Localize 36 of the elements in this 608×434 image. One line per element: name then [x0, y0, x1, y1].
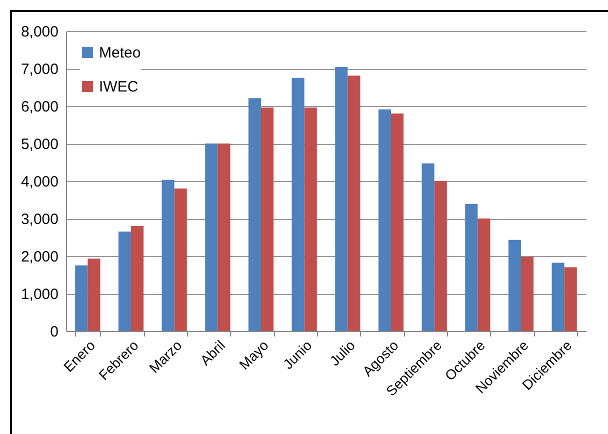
bar: [434, 181, 447, 331]
bar: [205, 144, 218, 331]
y-tick-label: 3,000: [20, 211, 58, 228]
y-tick-label: 1,000: [20, 286, 58, 303]
y-tick-label: 2,000: [20, 248, 58, 266]
y-tick-label: 5,000: [20, 136, 58, 153]
bar: [422, 163, 434, 331]
x-tick-label: Julio: [326, 336, 358, 369]
bar: [391, 114, 404, 331]
bar: [88, 258, 100, 331]
bar: [248, 98, 261, 331]
bar: [521, 256, 534, 331]
bar: [218, 144, 230, 331]
bar: [118, 232, 131, 331]
bar: [304, 108, 317, 331]
y-tick-label: 0: [50, 324, 58, 340]
bar: [564, 267, 577, 331]
bar: [335, 67, 348, 331]
legend-label: Meteo: [99, 44, 141, 62]
bar: [162, 180, 174, 331]
y-tick-label: 7,000: [20, 61, 58, 78]
y-tick-label: 4,000: [20, 174, 58, 190]
bar: [261, 108, 274, 331]
bar: [75, 265, 88, 331]
y-tick-label: 8,000: [20, 24, 58, 40]
bar: [174, 188, 187, 331]
y-tick-label: 6,000: [20, 98, 58, 116]
legend-label: IWEC: [99, 78, 138, 96]
bar: [552, 262, 564, 331]
bar: [292, 78, 304, 331]
bar: [465, 204, 478, 331]
bar: [348, 76, 360, 331]
bar: [378, 109, 391, 331]
bar: [131, 226, 144, 331]
bar: [508, 240, 521, 331]
bar: [478, 218, 490, 331]
